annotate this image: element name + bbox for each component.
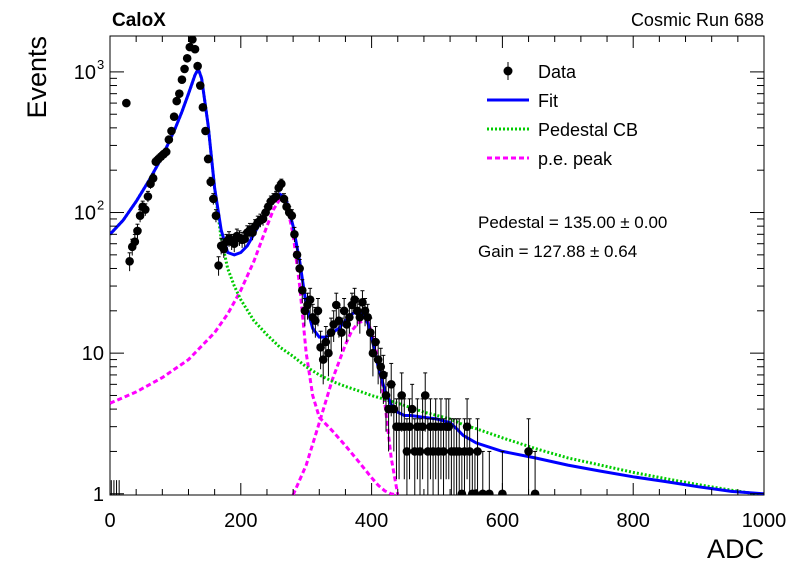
data-point (305, 295, 315, 304)
x-tick-label: 400 (355, 510, 388, 532)
fit-curves (110, 65, 764, 495)
legend: Data Fit Pedestal CB p.e. peak (487, 62, 638, 169)
data-point (169, 112, 179, 122)
y-axis-label: Events (22, 36, 52, 119)
data-point (164, 135, 174, 144)
data-point (292, 250, 302, 260)
data-point (141, 205, 150, 214)
data-point (297, 285, 307, 295)
gain-annotation: Gain = 127.88 ± 0.64 (478, 242, 637, 261)
series-fit-line-0 (110, 65, 764, 495)
run-label: Cosmic Run 688 (631, 10, 764, 30)
data-point (177, 75, 187, 85)
data-point (485, 489, 494, 495)
data-point (478, 489, 488, 495)
y-tick-label: 1 (93, 484, 104, 506)
legend-pedestal-cb-label: Pedestal CB (538, 120, 638, 140)
data-point (143, 192, 153, 201)
data-point (211, 211, 221, 220)
data-point (148, 174, 158, 183)
experiment-label: CaloX (112, 10, 166, 31)
data-point (337, 328, 346, 337)
data-point (397, 391, 406, 400)
data-point (214, 261, 223, 270)
data-point (125, 256, 134, 266)
data-point (195, 81, 205, 90)
x-tick-label: 1000 (742, 510, 787, 532)
data-points (110, 36, 540, 495)
pedestal-annotation: Pedestal = 135.00 ± 0.00 (478, 213, 667, 232)
data-point (172, 96, 182, 106)
data-point (193, 61, 202, 71)
data-point (313, 306, 323, 316)
data-point (524, 447, 533, 456)
y-tick-label-exponent: 2 (97, 198, 104, 213)
data-point (295, 264, 304, 273)
y-tick-label: 10 (82, 343, 104, 365)
data-point (130, 237, 140, 247)
data-point (161, 147, 171, 157)
x-tick-label: 0 (104, 510, 115, 532)
data-point (167, 126, 176, 136)
series-p-e-peak-line-1 (291, 319, 400, 495)
x-tick-label: 600 (486, 510, 519, 532)
data-point (135, 211, 145, 220)
y-tick-label: 10 (74, 203, 96, 225)
data-point (188, 36, 197, 44)
data-point (271, 192, 281, 201)
legend-p-e-peak-label: p.e. peak (538, 149, 613, 169)
data-point (201, 126, 210, 136)
data-point (133, 226, 142, 236)
data-point (122, 98, 131, 108)
data-point (190, 44, 200, 54)
data-point (365, 328, 375, 337)
data-point (203, 154, 213, 164)
data-point (530, 489, 540, 495)
series-p-e-peak-line-0 (110, 195, 399, 495)
y-tick-label: 10 (74, 62, 96, 84)
legend-data-label: Data (538, 62, 577, 82)
data-point (209, 194, 218, 204)
data-point (473, 447, 482, 456)
plot-frame (109, 35, 765, 496)
data-point (198, 103, 208, 112)
legend-data-marker (503, 66, 513, 76)
legend-fit-label: Fit (538, 91, 558, 111)
x-tick-label: 800 (617, 510, 650, 532)
data-point (420, 391, 430, 400)
data-point (180, 64, 189, 74)
data-point (287, 211, 297, 220)
data-point (206, 177, 216, 187)
y-tick-label-exponent: 3 (97, 57, 104, 72)
data-point (182, 53, 192, 63)
data-point (277, 179, 286, 189)
data-point (175, 89, 184, 98)
x-tick-label: 200 (224, 510, 257, 532)
data-point (290, 230, 299, 239)
x-axis-label: ADC (707, 534, 764, 564)
data-point (407, 404, 417, 414)
